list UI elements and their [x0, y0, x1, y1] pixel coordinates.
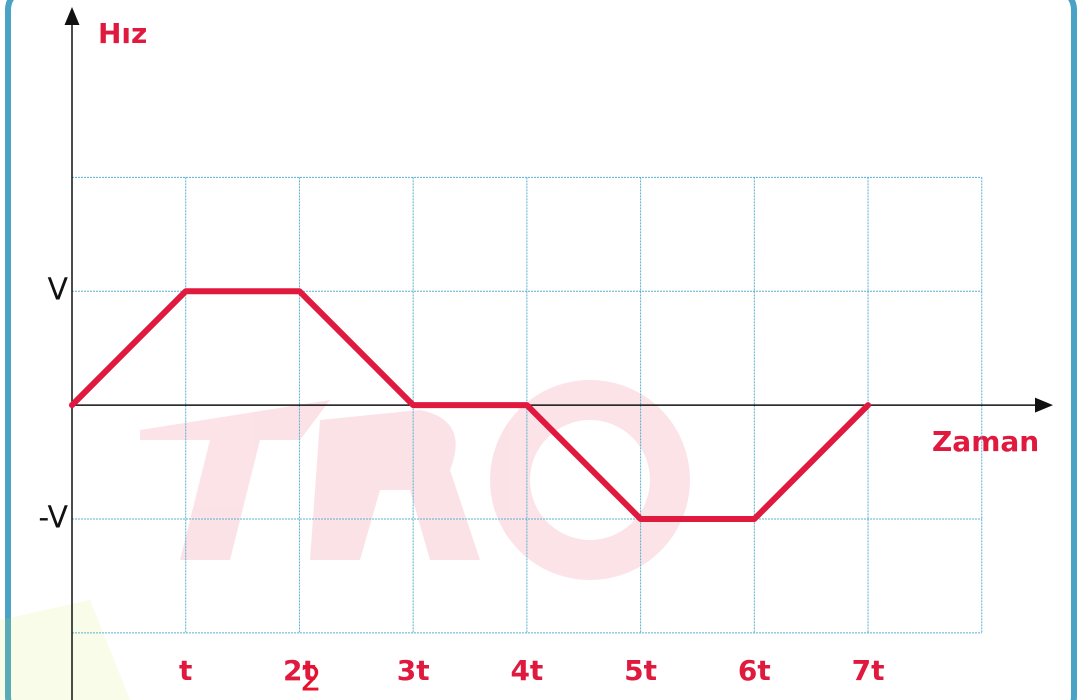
frame	[8, 0, 1074, 700]
x-tick-label: 3t	[397, 654, 430, 687]
y-axis-label: Hız	[98, 17, 147, 50]
x-tick-label: 6t	[738, 654, 771, 687]
chart: Hız Zaman V-Vt2t3t4t5t6t7t2	[0, 0, 1082, 700]
x-tick-label: 5t	[624, 654, 657, 687]
annotation: 2	[300, 660, 322, 700]
x-tick-label: 4t	[510, 654, 543, 687]
y-tick-label: V	[47, 273, 68, 308]
y-tick-label: -V	[38, 500, 68, 535]
x-tick-label: 7t	[852, 654, 885, 687]
x-axis-label: Zaman	[932, 425, 1039, 458]
x-tick-label: t	[179, 654, 192, 687]
